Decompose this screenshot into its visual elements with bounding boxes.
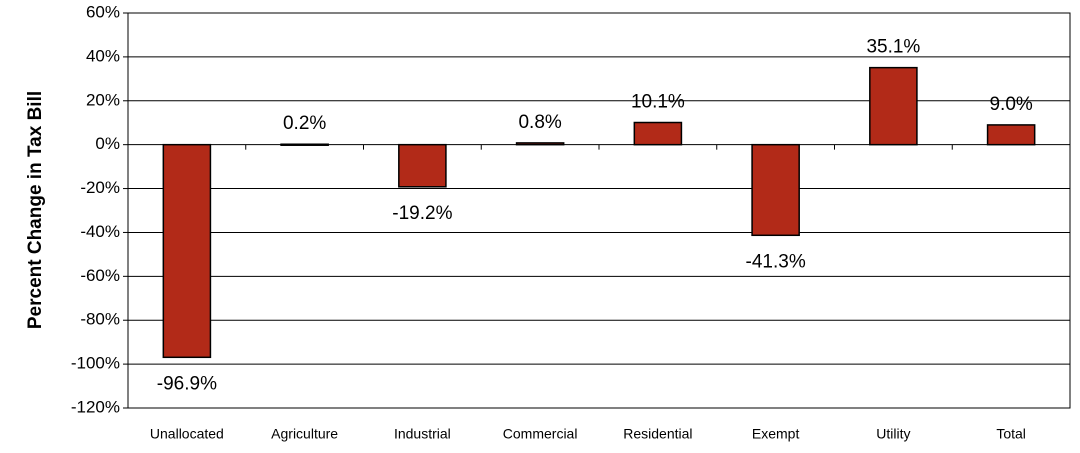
x-tick-label: Residential — [623, 426, 692, 442]
x-tick-label: Utility — [876, 426, 910, 442]
bar — [515, 142, 565, 146]
bar — [398, 143, 447, 188]
y-axis-label: Percent Change in Tax Bill — [25, 91, 46, 329]
bar — [162, 143, 212, 359]
x-tick-label: Unallocated — [150, 426, 224, 442]
bar — [986, 124, 1036, 146]
y-tick-label: 40% — [86, 46, 120, 65]
data-label: 0.8% — [518, 112, 561, 133]
data-label: 10.1% — [631, 92, 685, 113]
data-label: -96.9% — [157, 373, 217, 394]
x-tick-label: Agriculture — [271, 426, 338, 442]
y-tick-label: 60% — [86, 2, 120, 21]
y-tick-label: 20% — [86, 90, 120, 109]
x-tick-label: Commercial — [503, 426, 578, 442]
x-tick-label: Total — [996, 426, 1026, 442]
data-label: -19.2% — [392, 203, 452, 224]
bar — [633, 121, 683, 146]
data-label: 9.0% — [989, 94, 1032, 115]
bar — [751, 143, 800, 237]
bar — [869, 66, 918, 146]
y-tick-label: -60% — [80, 266, 120, 285]
y-tick-label: -120% — [71, 397, 120, 416]
data-label: -41.3% — [746, 251, 806, 272]
y-tick-label: -100% — [71, 354, 120, 373]
x-tick-label: Industrial — [394, 426, 451, 442]
y-tick-label: -80% — [80, 310, 120, 329]
data-label: 0.2% — [283, 113, 326, 134]
bar — [280, 143, 329, 146]
y-tick-label: -20% — [80, 178, 120, 197]
y-tick-label: 0% — [95, 134, 120, 153]
x-tick-label: Exempt — [752, 426, 800, 442]
data-label: 35.1% — [866, 37, 920, 58]
plot-frame — [127, 12, 1071, 409]
y-tick-label: -40% — [80, 222, 120, 241]
